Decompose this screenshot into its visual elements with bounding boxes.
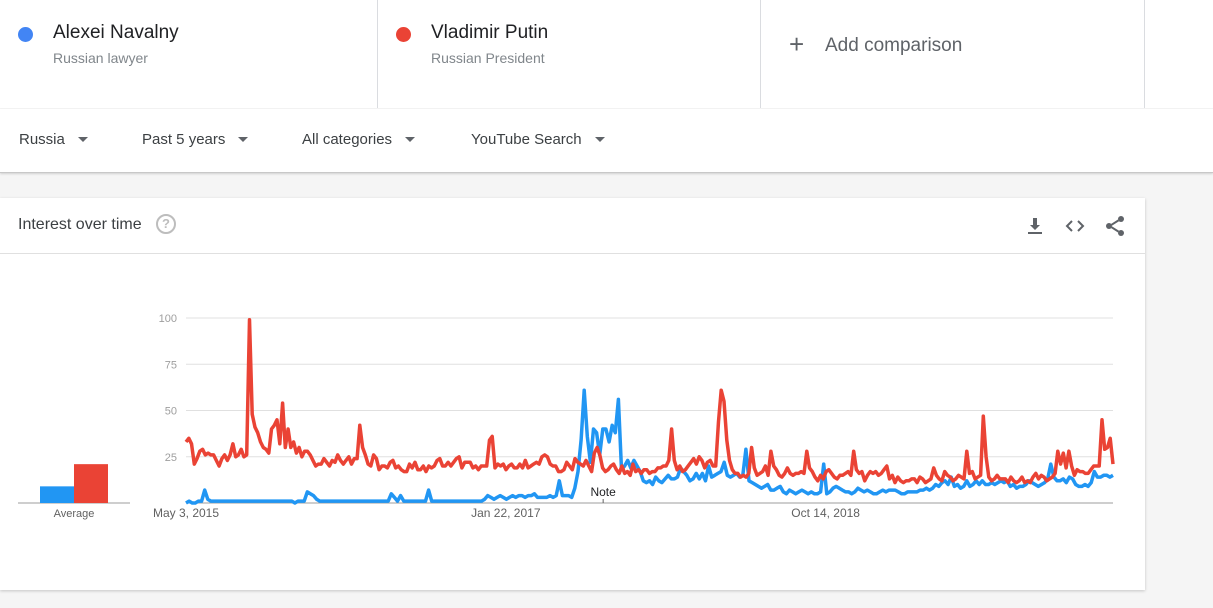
caret-down-icon xyxy=(238,137,249,142)
average-bar xyxy=(40,486,74,503)
term-name[interactable]: Alexei Navalny xyxy=(53,22,179,43)
y-tick-label: 25 xyxy=(165,452,177,464)
download-icon[interactable] xyxy=(1023,214,1047,238)
term-alexei-navalny[interactable]: Alexei Navalny Russian lawyer xyxy=(0,0,378,108)
caret-down-icon xyxy=(405,137,416,142)
card-title: Interest over time xyxy=(18,216,142,233)
term-subtitle: Russian lawyer xyxy=(53,50,148,66)
plus-icon: + xyxy=(789,29,805,59)
series-line-vladimir-putin[interactable] xyxy=(184,318,1115,485)
y-tick-label: 50 xyxy=(165,406,177,418)
caret-down-icon xyxy=(77,137,88,142)
search-type-value: YouTube Search xyxy=(471,131,582,148)
time-range-dropdown[interactable]: Past 5 years xyxy=(142,131,249,148)
share-icon[interactable] xyxy=(1103,214,1127,238)
interest-line-chart: 25 50 75 100 May 3, 2015 Jan 22, 2017 Oct 14, … xyxy=(153,313,1115,520)
average-bar xyxy=(74,464,108,503)
note-label[interactable]: Note xyxy=(590,485,616,499)
average-chart: Average xyxy=(18,464,130,520)
add-comparison-button[interactable]: + Add comparison xyxy=(761,0,1145,108)
filter-bar: Russia Past 5 years All categories YouTu… xyxy=(0,109,1213,173)
help-icon[interactable]: ? xyxy=(156,214,176,234)
series-line-alexei-navalny[interactable] xyxy=(185,388,1114,505)
add-comparison-label: Add comparison xyxy=(825,35,963,56)
embed-code-icon[interactable] xyxy=(1063,214,1087,238)
y-tick-label: 100 xyxy=(159,313,177,325)
region-value: Russia xyxy=(19,131,65,148)
term-vladimir-putin[interactable]: Vladimir Putin Russian President xyxy=(378,0,761,108)
region-dropdown[interactable]: Russia xyxy=(19,131,88,148)
term-name[interactable]: Vladimir Putin xyxy=(431,22,549,43)
series-color-dot xyxy=(18,27,33,42)
term-subtitle: Russian President xyxy=(431,50,545,66)
search-type-dropdown[interactable]: YouTube Search xyxy=(471,131,605,148)
x-tick-label: Jan 22, 2017 xyxy=(471,506,541,520)
x-tick-label: May 3, 2015 xyxy=(153,506,219,520)
comparison-bar: Alexei Navalny Russian lawyer Vladimir P… xyxy=(0,0,1213,108)
card-header: Interest over time ? xyxy=(0,198,1145,254)
caret-down-icon xyxy=(594,137,605,142)
y-tick-label: 75 xyxy=(165,359,177,371)
time-range-value: Past 5 years xyxy=(142,131,226,148)
average-label: Average xyxy=(54,508,95,520)
series-color-dot xyxy=(396,27,411,42)
interest-over-time-card: Interest over time ? Average 25 50 75 100 Ma… xyxy=(0,198,1145,590)
category-value: All categories xyxy=(302,131,393,148)
x-tick-label: Oct 14, 2018 xyxy=(791,506,860,520)
category-dropdown[interactable]: All categories xyxy=(302,131,416,148)
